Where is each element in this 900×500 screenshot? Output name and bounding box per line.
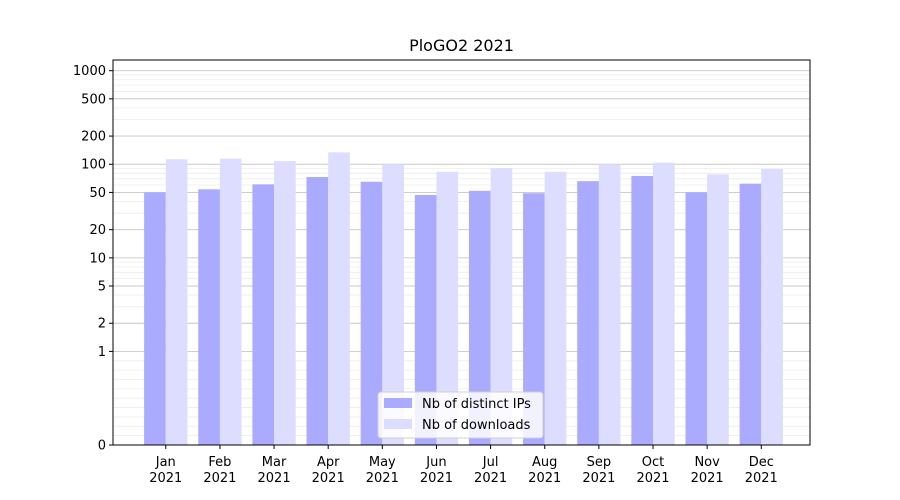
x-tick-label: Jan [155, 455, 176, 470]
bar-nb-of-distinct-ips [523, 193, 545, 445]
legend-box [377, 391, 544, 439]
x-tick-label-year: 2021 [366, 471, 399, 486]
bar-nb-of-downloads [165, 159, 188, 446]
legend-swatch-nb-of-downloads [384, 419, 412, 429]
x-tick-label-year: 2021 [636, 471, 669, 486]
y-tick-label: 1000 [73, 64, 106, 79]
y-tick-label: 0 [98, 439, 106, 454]
x-tick-label: Feb [208, 455, 231, 470]
legend-swatch-nb-of-distinct-ips [384, 398, 412, 408]
x-tick-label: Mar [262, 455, 287, 470]
axes: 01251020501002005001000Jan2021Feb2021Mar… [73, 59, 811, 486]
y-tick-label: 200 [81, 130, 106, 145]
y-tick-label: 2 [98, 317, 106, 332]
legend-label-nb-of-distinct-ips: Nb of distinct IPs [422, 397, 531, 412]
y-tick-label: 20 [89, 223, 106, 238]
x-tick-label: May [369, 455, 396, 470]
bar-nb-of-distinct-ips [252, 184, 275, 445]
bar-nb-of-downloads [707, 174, 729, 445]
bar-nb-of-distinct-ips [739, 183, 762, 445]
bar-nb-of-distinct-ips [631, 175, 654, 445]
bar-nb-of-distinct-ips [414, 194, 437, 445]
x-tick-label: Apr [317, 455, 340, 470]
bar-nb-of-distinct-ips [306, 177, 329, 446]
x-tick-label: Nov [694, 455, 720, 470]
bar-nb-of-distinct-ips [577, 181, 599, 445]
bar-nb-of-downloads [382, 164, 404, 445]
bar-nb-of-distinct-ips [144, 192, 166, 445]
x-tick-label: Jun [425, 455, 446, 470]
bar-nb-of-downloads [274, 161, 296, 445]
x-tick-label-year: 2021 [258, 471, 291, 486]
y-tick-label: 1 [98, 345, 106, 360]
bar-nb-of-downloads [219, 158, 242, 445]
bar-nb-of-downloads [490, 168, 513, 445]
legend: Nb of distinct IPs Nb of downloads [377, 391, 544, 439]
x-tick-label: Sep [587, 455, 612, 470]
bar-nb-of-distinct-ips [685, 192, 708, 445]
x-tick-label-year: 2021 [528, 471, 561, 486]
y-tick-label: 100 [81, 158, 106, 173]
x-tick-label: Oct [642, 455, 664, 470]
bar-nb-of-downloads [653, 162, 675, 445]
y-tick-label: 5 [98, 280, 106, 295]
bar-nb-of-downloads [761, 168, 783, 445]
y-tick-label: 10 [89, 251, 106, 266]
bar-nb-of-downloads [328, 152, 350, 445]
bar-nb-of-downloads [544, 171, 567, 445]
bar-nb-of-downloads [436, 171, 459, 445]
x-tick-label: Jul [482, 455, 499, 470]
bars [144, 152, 783, 446]
x-tick-label-year: 2021 [691, 471, 724, 486]
y-tick-label: 50 [89, 186, 106, 201]
x-tick-label-year: 2021 [582, 471, 615, 486]
x-tick-label-year: 2021 [149, 471, 182, 486]
x-tick-label-year: 2021 [312, 471, 345, 486]
y-tick-label: 500 [81, 92, 106, 107]
x-tick-label-year: 2021 [420, 471, 453, 486]
plot-frame [112, 59, 811, 446]
x-tick-label: Dec [749, 455, 774, 470]
x-tick-label: Aug [532, 455, 557, 470]
bar-nb-of-distinct-ips [198, 189, 220, 445]
x-tick-label-year: 2021 [474, 471, 507, 486]
bar-nb-of-distinct-ips [360, 181, 383, 446]
bar-nb-of-distinct-ips [468, 190, 491, 445]
x-tick-label-year: 2021 [745, 471, 778, 486]
chart-title: PloGO2 2021 [409, 36, 514, 55]
x-tick-label-year: 2021 [203, 471, 236, 486]
bar-nb-of-downloads [598, 164, 621, 445]
legend-label-nb-of-downloads: Nb of downloads [422, 418, 531, 433]
